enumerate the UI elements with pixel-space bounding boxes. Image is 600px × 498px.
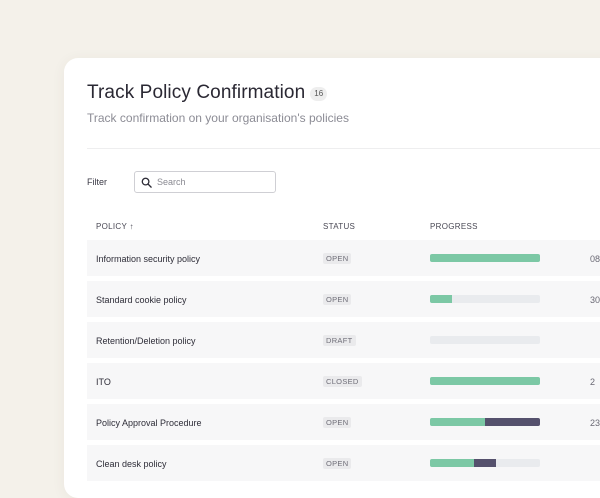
table-row[interactable]: Clean desk policy OPEN — [87, 445, 600, 481]
progress-bar-confirmed — [430, 254, 540, 262]
table-row[interactable]: Policy Approval Procedure OPEN 23 — [87, 404, 600, 440]
status-badge: OPEN — [323, 417, 352, 428]
status-badge: DRAFT — [323, 335, 356, 346]
status-badge: OPEN — [323, 253, 352, 264]
status-badge: OPEN — [323, 294, 352, 305]
column-header-status: STATUS — [323, 222, 356, 231]
policy-name: ITO — [96, 377, 111, 387]
filter-label: Filter — [87, 177, 107, 187]
progress-bar — [430, 377, 540, 385]
policy-name: Standard cookie policy — [96, 295, 187, 305]
progress-bar — [430, 295, 540, 303]
progress-bar-other — [485, 418, 540, 426]
column-header-policy[interactable]: POLICY ↑ — [96, 222, 134, 231]
header-divider — [87, 148, 600, 149]
progress-bar — [430, 459, 540, 467]
progress-bar — [430, 418, 540, 426]
progress-bar-confirmed — [430, 418, 485, 426]
progress-bar-other — [474, 459, 496, 467]
search-icon — [139, 175, 153, 189]
policy-name: Clean desk policy — [96, 459, 167, 469]
status-badge: OPEN — [323, 458, 352, 469]
progress-figure: 2 — [590, 377, 596, 387]
table-row[interactable]: Standard cookie policy OPEN 30 — [87, 281, 600, 317]
table-row[interactable]: Retention/Deletion policy DRAFT — [87, 322, 600, 358]
title-row: Track Policy Confirmation 16 — [87, 82, 328, 104]
count-badge: 16 — [310, 87, 328, 101]
column-header-progress: PROGRESS — [430, 222, 478, 231]
progress-figure: 30 — [590, 295, 600, 305]
progress-figure: 08 — [590, 254, 600, 264]
page-subtitle: Track confirmation on your organisation'… — [87, 111, 349, 125]
table-row[interactable]: Information security policy OPEN 08 — [87, 240, 600, 276]
progress-bar-confirmed — [430, 295, 452, 303]
page-title: Track Policy Confirmation — [87, 82, 306, 103]
policy-name: Policy Approval Procedure — [96, 418, 202, 428]
status-badge: CLOSED — [323, 376, 362, 387]
progress-bar-confirmed — [430, 459, 474, 467]
table-row[interactable]: ITO CLOSED 2 — [87, 363, 600, 399]
search-input[interactable] — [157, 177, 267, 187]
search-box[interactable] — [134, 171, 276, 193]
progress-bar — [430, 336, 540, 344]
policy-name: Information security policy — [96, 254, 201, 264]
policy-name: Retention/Deletion policy — [96, 336, 196, 346]
progress-bar-confirmed — [430, 377, 540, 385]
progress-bar — [430, 254, 540, 262]
policy-card: Track Policy Confirmation 16 Track confi… — [64, 58, 600, 498]
progress-figure: 23 — [590, 418, 600, 428]
